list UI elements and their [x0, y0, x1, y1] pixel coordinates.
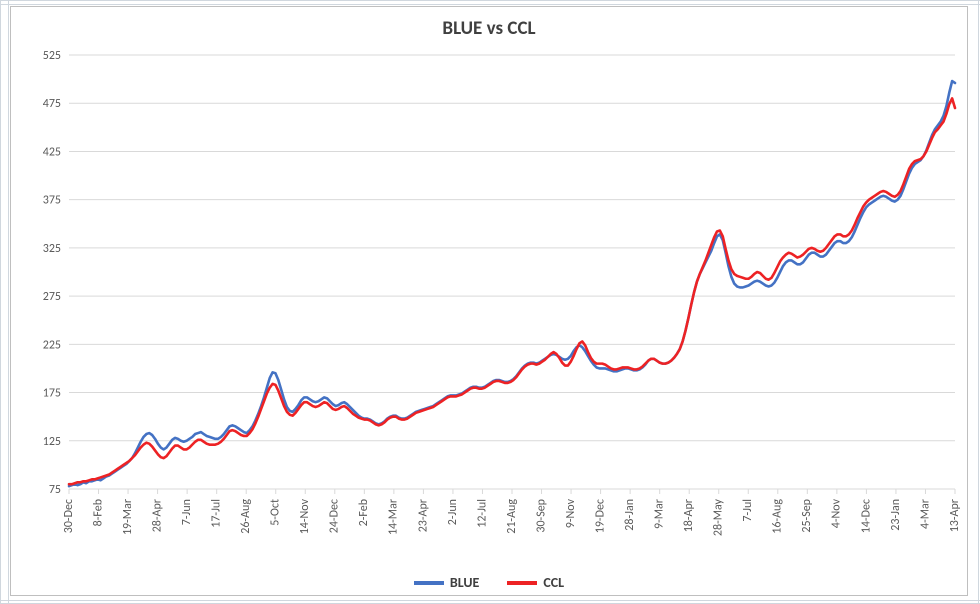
legend-label: CCL: [543, 574, 564, 591]
chart-container: BLUE vs CCL 7512517522527532537542547552…: [10, 6, 968, 596]
x-tick-label: 8-Feb: [91, 499, 105, 526]
legend-item-blue: BLUE: [414, 574, 479, 591]
x-tick-label: 5-Oct: [269, 499, 283, 526]
x-tick-label: 4-Mar: [918, 499, 932, 529]
x-tick-label: 23-Jan: [889, 499, 903, 531]
x-tick-label: 26-Aug: [239, 499, 253, 534]
x-tick-label: 28-May: [712, 498, 726, 536]
chart-legend: BLUE CCL: [11, 572, 967, 592]
y-tick-label: 525: [43, 49, 61, 63]
x-tick-label: 28-Apr: [150, 499, 164, 532]
y-tick-label: 475: [43, 97, 61, 111]
x-tick-label: 7-Jun: [180, 499, 194, 525]
y-tick-label: 325: [43, 242, 61, 256]
x-tick-label: 14-Mar: [387, 499, 401, 535]
x-tick-label: 14-Nov: [298, 498, 312, 534]
series-blue: [69, 81, 955, 486]
x-tick-label: 28-Jan: [623, 499, 637, 531]
x-tick-label: 23-Apr: [416, 499, 430, 532]
x-tick-label: 30-Dec: [62, 499, 76, 533]
x-tick-label: 4-Nov: [830, 498, 844, 528]
x-tick-label: 25-Sep: [800, 499, 814, 533]
screenshot-frame: BLUE vs CCL 7512517522527532537542547552…: [0, 0, 980, 604]
legend-label: BLUE: [450, 574, 479, 591]
x-tick-label: 9-Nov: [564, 498, 578, 528]
x-tick-label: 2-Feb: [357, 499, 371, 526]
x-tick-label: 16-Aug: [771, 499, 785, 534]
legend-swatch: [507, 581, 537, 585]
x-tick-label: 19-Dec: [593, 499, 607, 533]
x-tick-label: 9-Mar: [653, 499, 667, 529]
x-tick-label: 19-Mar: [121, 499, 135, 535]
y-tick-label: 75: [49, 483, 61, 497]
legend-item-ccl: CCL: [507, 574, 564, 591]
y-tick-label: 275: [43, 290, 61, 304]
x-tick-label: 13-Apr: [948, 499, 962, 532]
y-tick-label: 125: [43, 435, 61, 449]
x-tick-label: 21-Aug: [505, 499, 519, 534]
chart-plot-area: 75 125 175 225 275 325 375 425 475 525 30-Dec 8-Feb…: [11, 7, 969, 597]
y-tick-label: 375: [43, 194, 61, 208]
x-tick-label: 7-Jul: [741, 499, 755, 522]
x-tick-label: 18-Apr: [682, 499, 696, 532]
y-tick-label: 225: [43, 338, 61, 352]
x-tick-label: 14-Dec: [859, 499, 873, 533]
x-tick-label: 2-Jun: [446, 499, 460, 525]
y-tick-label: 175: [43, 387, 61, 401]
x-tick-label: 30-Sep: [534, 499, 548, 533]
legend-swatch: [414, 581, 444, 585]
x-tick-label: 12-Jul: [475, 499, 489, 528]
x-tick-label: 24-Dec: [328, 499, 342, 533]
series-ccl: [69, 98, 955, 484]
x-tick-label: 17-Jul: [210, 499, 224, 528]
y-tick-label: 425: [43, 145, 61, 159]
